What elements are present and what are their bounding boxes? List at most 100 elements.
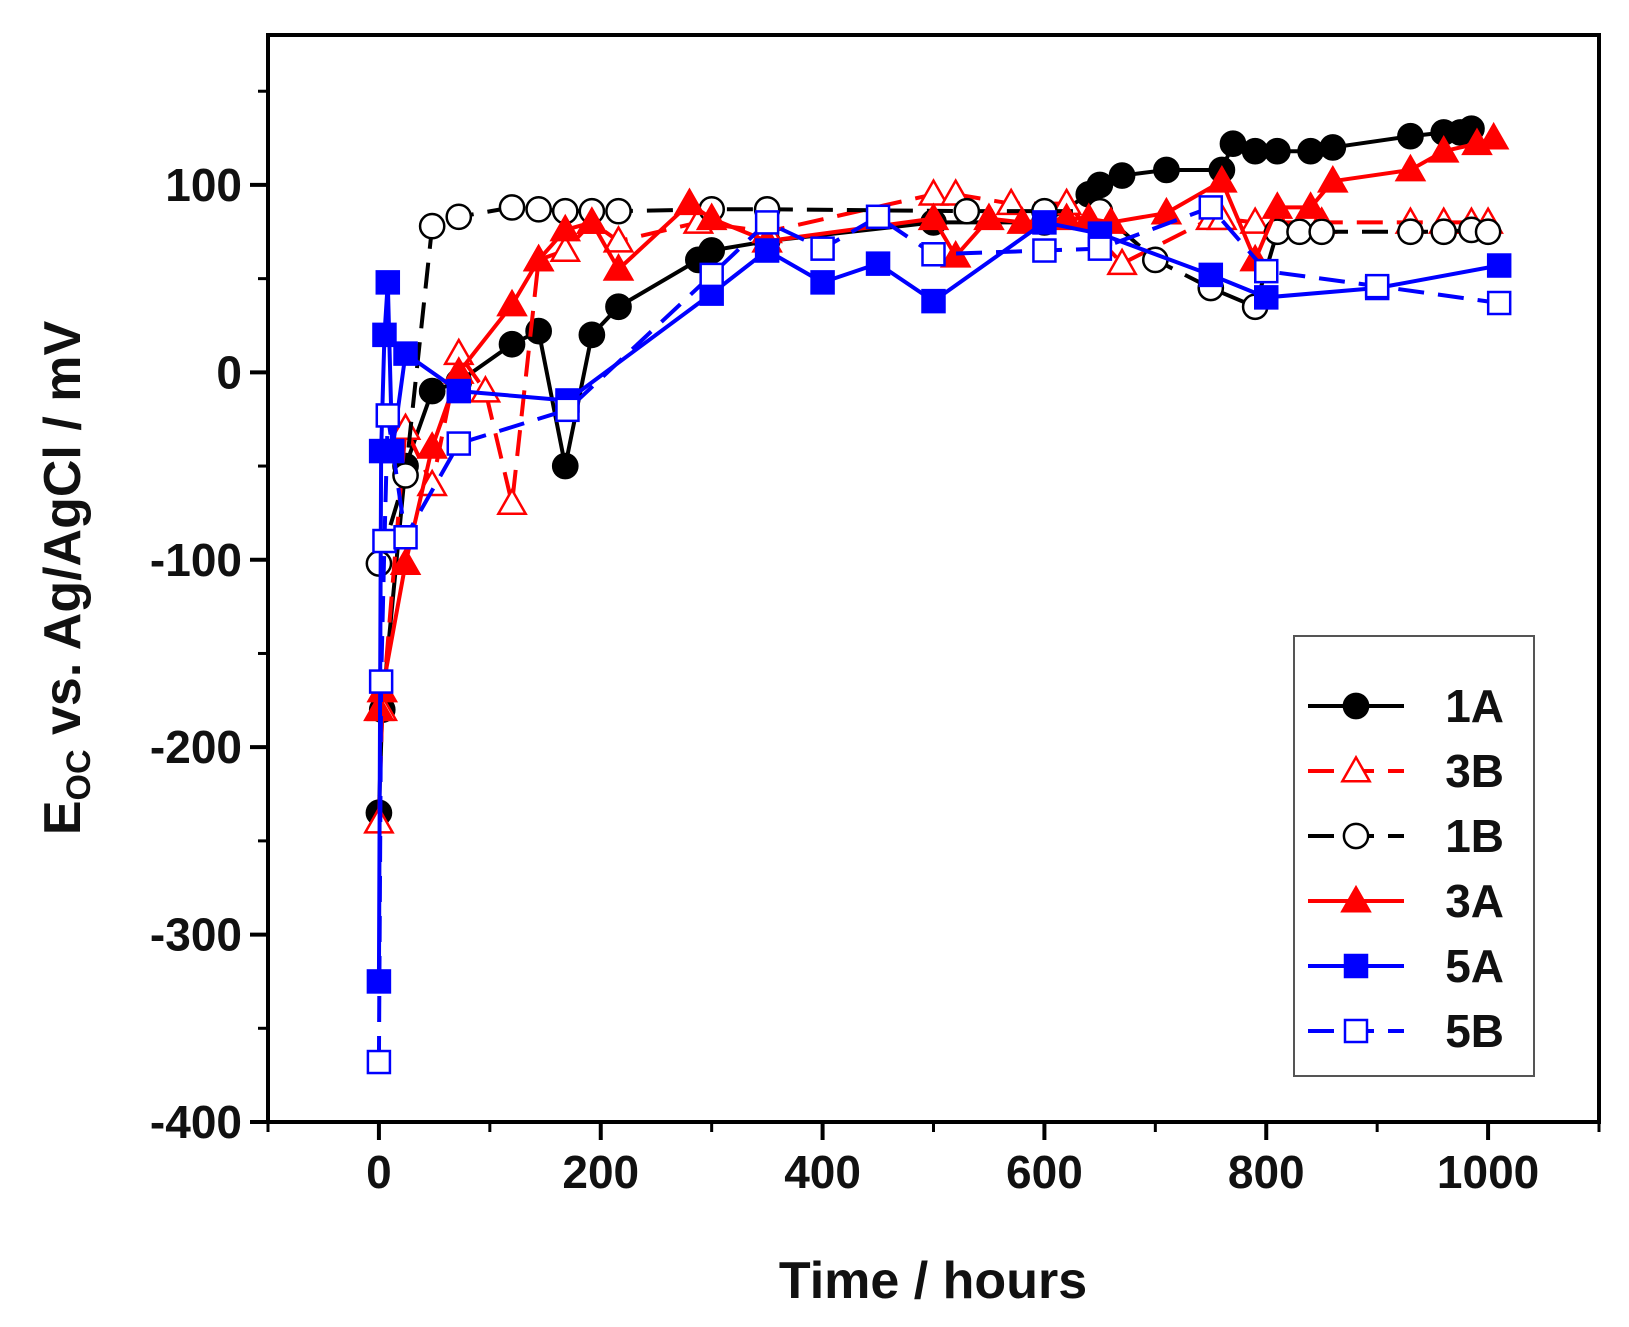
data-point: [416, 431, 448, 459]
data-point: [1474, 218, 1502, 246]
x-axis-title: Time / hours: [779, 1252, 1087, 1310]
data-point: [498, 194, 526, 221]
data-point: [1206, 165, 1238, 193]
data-point: [673, 187, 706, 216]
data-point: [1430, 218, 1458, 246]
data-point: [1308, 218, 1336, 246]
data-point: [698, 237, 726, 264]
data-point: [1297, 137, 1324, 165]
data-point: [1319, 134, 1347, 161]
data-point: [1486, 290, 1512, 316]
data-point: [754, 210, 780, 235]
data-point: [1087, 236, 1113, 261]
data-point: [1032, 238, 1057, 263]
data-point: [1342, 822, 1370, 850]
data-point: [549, 213, 582, 242]
data-point: [810, 236, 835, 261]
data-point: [917, 202, 950, 231]
x-tick-label: 1000: [1437, 1146, 1539, 1198]
data-point: [1254, 258, 1279, 284]
data-point: [1006, 206, 1039, 234]
data-point: [496, 288, 528, 317]
y-tick-label: -200: [150, 721, 242, 773]
data-point: [446, 378, 472, 404]
data-point: [525, 195, 552, 223]
y-axis-title-main: E: [34, 800, 92, 835]
legend-label: 3B: [1445, 745, 1504, 797]
x-tick-label: 0: [366, 1146, 392, 1198]
data-point: [1219, 130, 1247, 158]
data-point: [393, 341, 418, 366]
y-axis-title-subscript: OC: [60, 749, 98, 800]
data-point: [576, 206, 608, 234]
data-point: [375, 270, 401, 295]
data-point: [699, 262, 724, 288]
data-point: [865, 251, 891, 276]
data-point: [1340, 884, 1372, 913]
legend-item-1B: 1B: [1308, 810, 1504, 862]
data-point: [418, 212, 446, 240]
data-point: [1108, 162, 1136, 189]
data-point: [372, 528, 397, 554]
legend-label: 1B: [1445, 810, 1504, 862]
x-tick-label: 800: [1228, 1146, 1305, 1198]
data-point: [1286, 218, 1313, 246]
data-point: [1263, 137, 1291, 165]
data-point: [1343, 953, 1369, 979]
data-point: [498, 330, 526, 358]
legend-item-1A: 1A: [1308, 680, 1504, 732]
data-point: [1032, 210, 1057, 235]
data-point: [1340, 754, 1372, 783]
data-point: [605, 293, 632, 321]
series-5B: [366, 195, 1512, 1075]
data-point: [389, 547, 422, 575]
data-point: [366, 1049, 392, 1075]
data-point: [1294, 191, 1327, 219]
data-point: [810, 270, 835, 295]
data-point: [1254, 285, 1279, 310]
legend-item-5B: 5B: [1308, 1005, 1504, 1057]
data-point: [393, 525, 418, 550]
x-tick-label: 600: [1006, 1146, 1083, 1198]
data-point: [1086, 171, 1114, 199]
y-tick-label: 100: [165, 159, 242, 211]
data-point: [1239, 206, 1271, 234]
data-point: [1397, 218, 1424, 246]
data-point: [392, 462, 419, 489]
data-point: [1153, 156, 1180, 184]
data-point: [1317, 165, 1349, 193]
data-point: [973, 202, 1005, 231]
data-point: [522, 243, 555, 272]
data-point: [921, 288, 946, 314]
x-tick-label: 400: [784, 1146, 861, 1198]
data-point: [695, 202, 728, 231]
y-axis-title: EOC vs. Ag/AgCl / mV: [34, 321, 98, 836]
data-point: [865, 204, 891, 230]
data-point: [953, 197, 981, 225]
legend-item-3A: 3A: [1308, 875, 1504, 927]
data-point: [605, 197, 632, 225]
y-axis-title-rest: vs. Ag/AgCl / mV: [34, 321, 92, 750]
data-point: [418, 377, 446, 405]
y-tick-label: 0: [216, 346, 242, 398]
legend-box: [1293, 635, 1535, 1077]
data-point: [578, 321, 606, 349]
data-point: [1342, 692, 1370, 720]
data-point: [1486, 253, 1512, 278]
legend-label: 1A: [1445, 680, 1504, 732]
axis-ticks: 0 200 400 600 800 1000 -400 -300 -200 -100 0 100: [150, 89, 1601, 1198]
data-point: [368, 669, 394, 694]
data-point: [1364, 273, 1390, 299]
legend-item-3B: 3B: [1308, 745, 1504, 797]
y-tick-label: -100: [150, 534, 242, 586]
legend-label: 5B: [1445, 1005, 1504, 1057]
data-point: [754, 238, 780, 263]
legend-item-5A: 5A: [1308, 940, 1504, 992]
data-point: [446, 431, 472, 456]
data-point: [1106, 247, 1138, 276]
y-tick-label: -300: [150, 909, 242, 961]
y-tick-label: -400: [150, 1096, 242, 1148]
data-point: [995, 187, 1027, 216]
